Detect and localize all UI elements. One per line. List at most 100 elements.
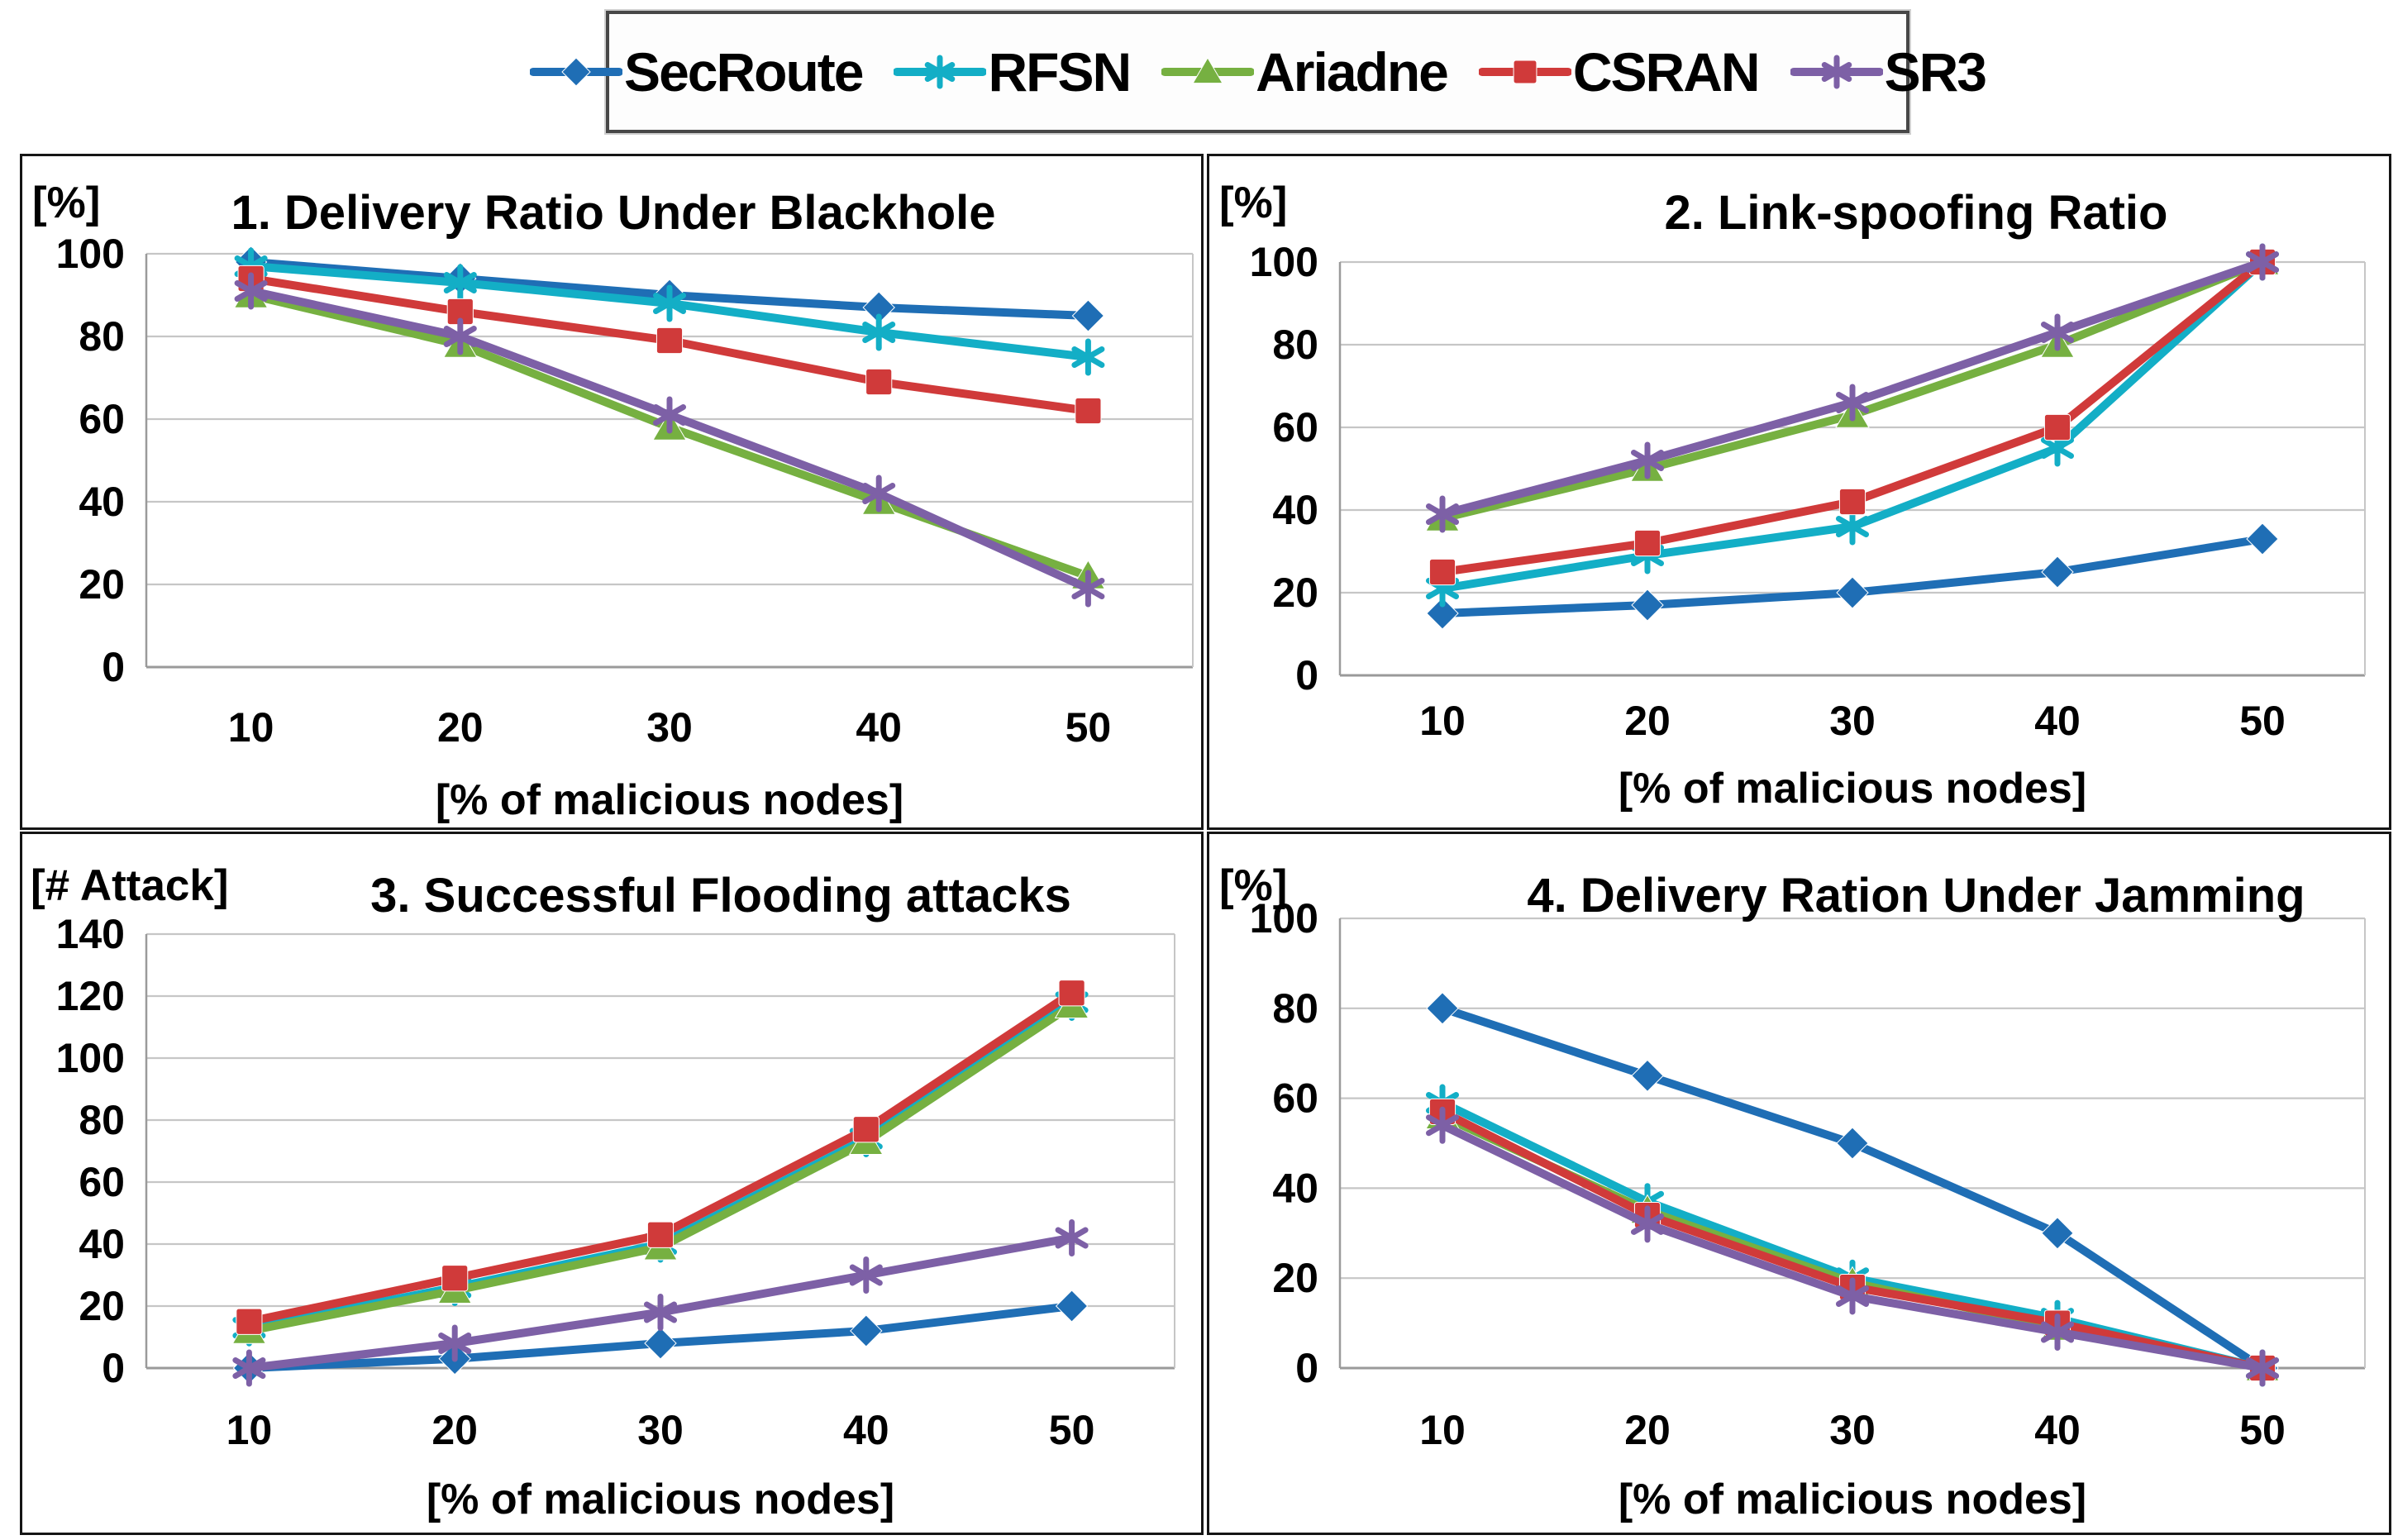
series-marker-asterisk — [1630, 1205, 1665, 1243]
x-tick-label: 30 — [637, 1407, 684, 1453]
series-marker-asterisk — [652, 396, 687, 434]
series-marker-asterisk — [1835, 1277, 1870, 1315]
legend-label: RFSN — [988, 41, 1132, 103]
x-axis-label: [% of malicious nodes] — [436, 776, 903, 824]
x-tick-label: 50 — [1049, 1407, 1095, 1453]
legend-item-csran: CSRAN — [1478, 41, 1761, 103]
series-marker-square — [441, 1265, 469, 1292]
series-marker-asterisk — [1630, 441, 1665, 479]
series-marker-asterisk — [234, 272, 268, 310]
series-marker-diamond — [1055, 1290, 1089, 1323]
legend-label: CSRAN — [1572, 41, 1761, 103]
x-tick-label: 50 — [2239, 1407, 2286, 1453]
series-marker-diamond — [850, 1314, 883, 1347]
y-tick-label: 100 — [1250, 895, 1318, 942]
chart-panel-flooding-attacks: 0 20 40 60 80 100 120 140 [# Attack] 3. Successfu… — [20, 832, 1204, 1535]
y-tick-label: 140 — [56, 911, 125, 957]
y-tick-label: 0 — [1295, 652, 1318, 698]
x-tick-label: 20 — [437, 704, 484, 751]
series-marker-asterisk — [443, 264, 477, 302]
chart-title: 3. Successful Flooding attacks — [370, 869, 1071, 923]
series-marker-square — [1513, 60, 1537, 84]
series-marker-square — [656, 327, 684, 355]
x-tick-label: 10 — [1419, 698, 1466, 744]
series-marker-square — [865, 368, 893, 396]
y-tick-label: 80 — [79, 313, 125, 360]
series-marker-square — [2043, 413, 2071, 441]
x-axis-label: [% of malicious nodes] — [1619, 1476, 2086, 1523]
x-tick-label: 40 — [856, 704, 902, 751]
x-tick-label: 40 — [2034, 1407, 2081, 1453]
series-marker-asterisk — [1425, 495, 1460, 533]
chart-blackhole-delivery-ratio: 0 20 40 60 80 100[%] 1. Delivery Ratio Under B… — [32, 179, 1194, 824]
x-tick-label: 50 — [2239, 698, 2286, 744]
y-axis-unit-label: [%] — [1219, 179, 1287, 227]
x-tick-label: 20 — [1624, 698, 1671, 744]
series-marker-asterisk — [2040, 1313, 2075, 1351]
x-axis-label: [% of malicious nodes] — [427, 1476, 894, 1523]
chart-jamming-delivery-ration: 0 20 40 60 80 100[%] 4. Delivery Ration Under … — [1219, 861, 2366, 1523]
series-marker-square — [1633, 529, 1661, 557]
chart-title: 1. Delivery Ratio Under Blackhole — [231, 186, 995, 240]
y-tick-label: 40 — [79, 1221, 125, 1267]
x-tick-label: 20 — [1624, 1407, 1671, 1453]
series-marker-triangle — [1192, 57, 1223, 84]
legend-label: Ariadne — [1256, 41, 1449, 103]
x-tick-label: 40 — [843, 1407, 889, 1453]
csran-square-marker-icon — [1478, 60, 1571, 84]
chart-panel-delivery-ration-jamming: 0 20 40 60 80 100 [%] 4. Delivery Ration Under … — [1207, 832, 2391, 1535]
y-tick-label: 20 — [79, 561, 125, 608]
x-tick-label: 30 — [1829, 698, 1876, 744]
series-marker-asterisk — [1425, 1106, 1460, 1144]
y-tick-label: 80 — [1272, 322, 1318, 368]
series-marker-square — [1428, 558, 1456, 586]
series-marker-square — [1058, 980, 1085, 1007]
x-tick-label: 50 — [1066, 704, 1112, 751]
x-tick-label: 30 — [1829, 1407, 1876, 1453]
series-marker-asterisk — [232, 1349, 266, 1387]
series-marker-square — [1838, 488, 1866, 516]
legend-item-rfsn: RFSN — [894, 41, 1132, 103]
series-marker-diamond — [1836, 1127, 1869, 1160]
series-marker-square — [1075, 397, 1102, 425]
x-tick-label: 10 — [228, 704, 274, 751]
series-marker-asterisk — [443, 317, 477, 355]
rfsn-asterisk-marker-icon — [894, 55, 987, 89]
y-tick-label: 0 — [102, 644, 125, 690]
y-tick-label: 80 — [79, 1097, 125, 1143]
series-line-rfsn — [245, 998, 1076, 1333]
x-axis-label: [% of malicious nodes] — [1619, 765, 2086, 813]
chart-title: 4. Delivery Ration Under Jamming — [1527, 869, 2305, 923]
y-tick-label: 80 — [1272, 985, 1318, 1032]
y-tick-label: 120 — [56, 973, 125, 1019]
series-marker-diamond — [1071, 299, 1105, 332]
series-marker-asterisk — [438, 1324, 472, 1362]
sr3-asterisk-marker-icon — [1790, 55, 1883, 89]
series-marker-asterisk — [849, 1256, 883, 1294]
series-marker-asterisk — [643, 1294, 678, 1331]
series-marker-asterisk — [1835, 384, 1870, 422]
chart-panel-delivery-ratio-blackhole: 0 20 40 60 80 100 [%] 1. Delivery Ratio Under B… — [20, 154, 1204, 830]
y-tick-label: 100 — [1250, 239, 1318, 285]
y-axis-unit-label: [# Attack] — [31, 861, 229, 910]
series-marker-diamond — [1631, 1059, 1664, 1093]
y-tick-label: 40 — [79, 479, 125, 525]
y-tick-label: 20 — [1272, 570, 1318, 616]
series-marker-diamond — [2246, 522, 2279, 555]
x-tick-label: 10 — [226, 1407, 273, 1453]
y-tick-label: 0 — [1295, 1345, 1318, 1391]
series-marker-diamond — [1631, 589, 1664, 622]
series-marker-square — [646, 1221, 675, 1248]
series-marker-square — [236, 1308, 263, 1335]
legend-item-secroute: SecRoute — [530, 41, 864, 103]
series-marker-asterisk — [2245, 243, 2280, 281]
series-marker-diamond — [2041, 555, 2074, 589]
series-marker-asterisk — [1835, 508, 1870, 546]
legend-item-ariadne: Ariadne — [1161, 41, 1449, 103]
x-tick-label: 20 — [431, 1407, 478, 1453]
series-marker-asterisk — [862, 474, 896, 513]
y-tick-label: 20 — [1272, 1255, 1318, 1301]
x-tick-label: 40 — [2034, 698, 2081, 744]
legend-label: SR3 — [1884, 41, 1987, 103]
series-marker-asterisk — [925, 55, 956, 89]
